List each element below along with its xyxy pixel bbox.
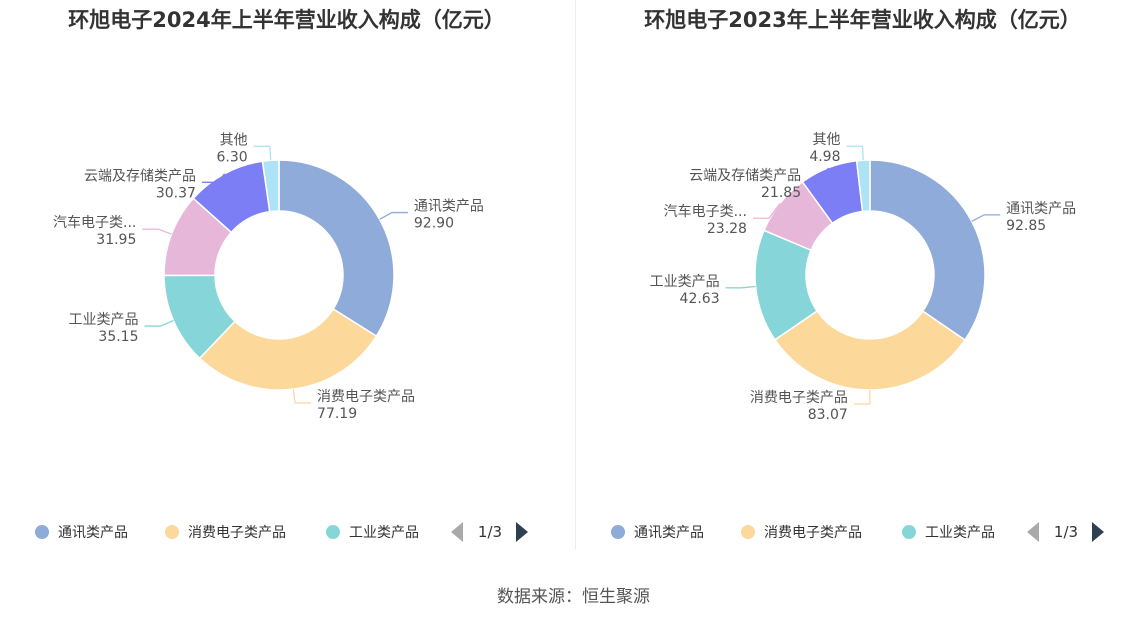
label-leader-line bbox=[292, 389, 312, 404]
label-leader-line bbox=[853, 389, 871, 405]
legend-item[interactable]: 工业类产品 bbox=[902, 525, 995, 541]
legend-marker bbox=[35, 525, 49, 539]
legend-label: 消费电子类产品 bbox=[764, 525, 862, 541]
panel-divider bbox=[575, 0, 576, 550]
legend-marker bbox=[902, 525, 916, 539]
slice-label-value: 23.28 bbox=[707, 221, 747, 237]
pie-slice[interactable] bbox=[855, 159, 871, 213]
legend-marker bbox=[165, 525, 179, 539]
legend-pager: 1/3 bbox=[1027, 522, 1104, 542]
legend-page-indicator: 1/3 bbox=[478, 523, 502, 541]
slice-label: 汽车电子类...31.95 bbox=[53, 214, 172, 248]
label-leader-line bbox=[379, 211, 408, 220]
legend-prev-icon[interactable] bbox=[1027, 522, 1039, 542]
legend-label: 通讯类产品 bbox=[634, 525, 704, 541]
chart-panel-2023: 环旭电子2023年上半年营业收入构成（亿元） 通讯类产品 92.85 消费电子类产品… bbox=[576, 0, 1147, 560]
slice-label-value: 42.63 bbox=[680, 291, 720, 307]
slice-label-name: 消费电子类产品 bbox=[317, 389, 415, 405]
legend-label: 工业类产品 bbox=[925, 525, 995, 541]
legend-prev-icon[interactable] bbox=[451, 522, 463, 542]
slices bbox=[754, 159, 986, 391]
label-leader-line bbox=[725, 285, 756, 289]
pie-slice[interactable] bbox=[261, 159, 280, 213]
label-leader-line bbox=[201, 173, 226, 183]
slice-label-name: 通讯类产品 bbox=[414, 199, 484, 215]
slice-label: 汽车电子类...23.28 bbox=[664, 203, 781, 237]
legend-item[interactable]: 消费电子类产品 bbox=[741, 525, 862, 541]
pie-slice[interactable] bbox=[278, 159, 395, 338]
slice-label-name: 汽车电子类... bbox=[53, 214, 136, 231]
slice-label: 其他4.98 bbox=[809, 132, 864, 165]
legend-item[interactable]: 消费电子类产品 bbox=[165, 525, 286, 541]
legend-label: 通讯类产品 bbox=[58, 525, 128, 541]
slice-label-value: 31.95 bbox=[96, 232, 136, 248]
slice-label-value: 21.85 bbox=[761, 185, 801, 201]
label-leader-line bbox=[144, 319, 174, 327]
slice-label-name: 云端及存储类产品 bbox=[84, 168, 196, 184]
slice-label-value: 92.85 bbox=[1006, 218, 1046, 234]
slice-label-value: 92.90 bbox=[414, 216, 454, 232]
label-leader-line bbox=[253, 145, 272, 161]
slice-label-value: 35.15 bbox=[98, 329, 138, 345]
slice-label-name: 工业类产品 bbox=[69, 312, 139, 328]
slice-label-name: 工业类产品 bbox=[650, 274, 720, 290]
legend-next-icon[interactable] bbox=[516, 522, 528, 542]
legend-item[interactable]: 通讯类产品 bbox=[611, 525, 704, 541]
legend-page-indicator: 1/3 bbox=[1054, 523, 1078, 541]
chart-title: 环旭电子2024年上半年营业收入构成（亿元） bbox=[68, 8, 505, 32]
slice-label-name: 消费电子类产品 bbox=[750, 390, 848, 406]
slice-label-value: 83.07 bbox=[808, 407, 848, 423]
slice-label-value: 77.19 bbox=[317, 406, 357, 422]
legend-label: 消费电子类产品 bbox=[188, 525, 286, 541]
pie-slice[interactable] bbox=[869, 159, 986, 342]
pie-slice[interactable] bbox=[773, 309, 966, 391]
label-leader-line bbox=[142, 228, 172, 235]
legend-item[interactable]: 通讯类产品 bbox=[35, 525, 128, 541]
label-leader-line bbox=[807, 167, 829, 183]
chart-title: 环旭电子2023年上半年营业收入构成（亿元） bbox=[644, 8, 1081, 32]
legend-pager: 1/3 bbox=[451, 522, 528, 542]
slice-label-value: 4.98 bbox=[809, 149, 840, 165]
legend-label: 工业类产品 bbox=[349, 525, 419, 541]
label-leader-line bbox=[971, 214, 1001, 222]
legend-next-icon[interactable] bbox=[1092, 522, 1104, 542]
pie-slice[interactable] bbox=[198, 307, 378, 391]
legend: 通讯类产品 消费电子类产品 工业类产品 1/3 bbox=[35, 522, 528, 542]
label-leader-line bbox=[752, 203, 781, 219]
slice-label-name: 云端及存储类产品 bbox=[689, 168, 801, 184]
legend-item[interactable]: 工业类产品 bbox=[326, 525, 419, 541]
slices bbox=[163, 159, 395, 391]
slice-label-value: 6.30 bbox=[217, 149, 248, 165]
chart-panel-2024: 环旭电子2024年上半年营业收入构成（亿元） 通讯类产品 92.90 消费电子类产品… bbox=[0, 0, 573, 560]
slice-label-name: 其他 bbox=[220, 132, 248, 148]
slice-label: 其他6.30 bbox=[217, 132, 272, 165]
slice-label-name: 其他 bbox=[812, 132, 840, 148]
legend-marker bbox=[611, 525, 625, 539]
label-leader-line bbox=[846, 145, 864, 161]
data-source: 数据来源：恒生聚源 bbox=[497, 587, 650, 607]
donut-chart-2023: 通讯类产品92.85消费电子类产品83.07工业类产品42.63汽车电子类...… bbox=[611, 132, 1104, 542]
slice-label-name: 汽车电子类... bbox=[664, 203, 747, 220]
legend-marker bbox=[741, 525, 755, 539]
legend-marker bbox=[326, 525, 340, 539]
slice-label-name: 通讯类产品 bbox=[1006, 201, 1076, 217]
donut-chart-2024: 通讯类产品92.90消费电子类产品77.19工业类产品35.15汽车电子类...… bbox=[35, 132, 528, 542]
slice-label-value: 30.37 bbox=[156, 185, 196, 201]
legend: 通讯类产品 消费电子类产品 工业类产品 1/3 bbox=[611, 522, 1104, 542]
